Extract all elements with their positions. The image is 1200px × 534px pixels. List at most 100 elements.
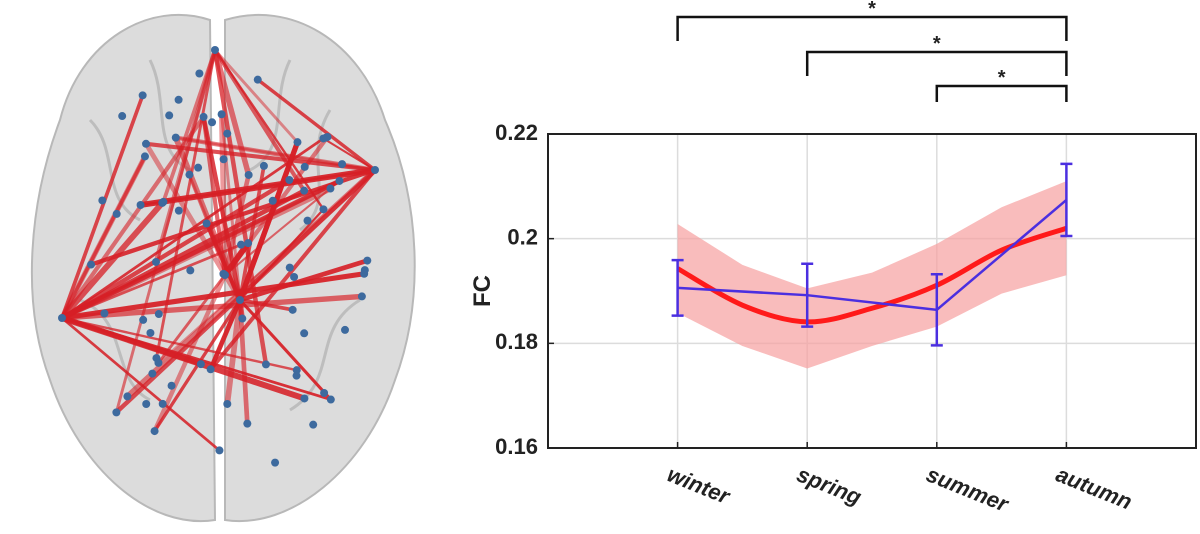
node: [300, 162, 309, 171]
node: [186, 266, 195, 275]
node: [98, 196, 107, 205]
edge: [60, 185, 332, 321]
node: [208, 118, 217, 127]
edge: [61, 271, 365, 321]
nodes: [58, 46, 379, 467]
node: [140, 152, 149, 161]
node: [123, 392, 132, 401]
node: [326, 184, 335, 193]
node: [174, 206, 183, 215]
node: [167, 381, 176, 390]
node: [285, 263, 294, 272]
x-tick-label: winter: [664, 461, 735, 509]
node: [174, 95, 183, 104]
x-tick-label: summer: [923, 461, 1013, 517]
edges: [59, 48, 377, 452]
x-tick-label: autumn: [1053, 461, 1136, 514]
node: [290, 272, 299, 281]
edge: [61, 137, 325, 320]
node: [236, 296, 244, 304]
edge: [239, 208, 325, 301]
significance-bracket: [676, 15, 1068, 41]
y-tick-label: 0.2: [507, 224, 538, 249]
node: [303, 216, 312, 225]
edge: [224, 180, 341, 276]
node: [159, 197, 168, 206]
node: [118, 112, 127, 121]
edge: [60, 178, 291, 320]
node: [319, 134, 328, 143]
node: [238, 314, 247, 323]
edge: [155, 49, 217, 359]
node: [58, 314, 66, 322]
node: [223, 399, 232, 408]
node: [195, 69, 204, 78]
node: [158, 399, 167, 408]
node: [148, 369, 157, 378]
node: [253, 75, 262, 84]
node: [221, 271, 229, 279]
y-axis-label: FC: [469, 275, 496, 307]
node: [309, 420, 318, 429]
chart: FC 0.16 0.18 0.2 0.22 winter spring summer autu…: [469, 0, 1197, 517]
edge: [60, 94, 145, 319]
node: [360, 269, 369, 278]
node: [363, 256, 372, 265]
node: [112, 209, 121, 218]
edge: [61, 315, 202, 367]
error-bar: [930, 273, 943, 347]
edge: [153, 49, 218, 263]
fit-line: [676, 225, 1068, 325]
node: [259, 161, 268, 170]
edge: [238, 165, 266, 301]
edge: [60, 155, 147, 319]
brain-network: [30, 13, 416, 523]
significance-bracket: [935, 84, 1068, 102]
significance-label: *: [933, 33, 941, 55]
mean-line: [677, 198, 1068, 312]
node: [142, 139, 151, 148]
node: [154, 310, 163, 319]
node: [338, 160, 347, 169]
node: [154, 358, 163, 367]
node: [139, 315, 148, 324]
node: [206, 365, 215, 374]
node: [320, 389, 329, 398]
plot-frame: [547, 133, 1197, 449]
edge: [201, 116, 228, 276]
node: [136, 200, 145, 209]
edge: [208, 299, 243, 371]
node: [199, 112, 208, 121]
significance-label: *: [998, 67, 1006, 89]
node: [194, 163, 203, 172]
edge: [157, 274, 227, 364]
y-tick-label: 0.18: [495, 329, 538, 354]
edge: [59, 200, 165, 320]
significance-bracket: [805, 50, 1068, 76]
edge: [220, 114, 242, 301]
node: [211, 46, 219, 54]
y-tick-label: 0.22: [495, 120, 538, 145]
node: [219, 155, 228, 164]
edge: [213, 49, 299, 144]
error-bar: [671, 258, 684, 317]
error-bar: [801, 262, 814, 328]
node: [196, 360, 205, 369]
node: [335, 176, 344, 185]
edge: [140, 167, 376, 208]
node: [138, 91, 147, 100]
node: [268, 196, 277, 205]
node: [292, 366, 301, 375]
node: [300, 329, 309, 338]
node: [288, 305, 297, 314]
edge: [61, 316, 298, 372]
node: [185, 170, 194, 179]
node: [261, 360, 270, 369]
node: [244, 239, 253, 248]
node: [146, 328, 155, 337]
node: [150, 427, 159, 436]
node: [244, 170, 253, 179]
node: [371, 166, 379, 174]
node: [217, 110, 226, 119]
